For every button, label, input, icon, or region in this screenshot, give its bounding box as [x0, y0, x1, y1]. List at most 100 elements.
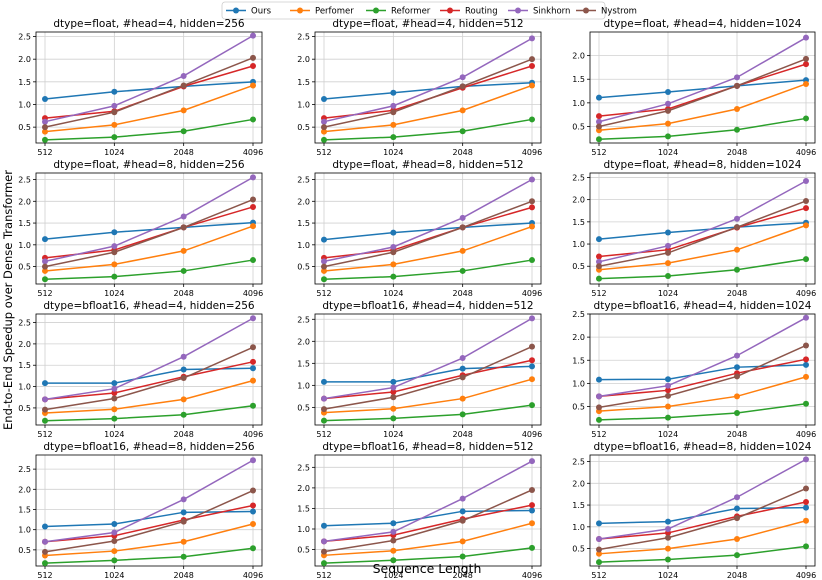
data-point — [529, 82, 535, 89]
data-point — [665, 249, 671, 256]
data-point — [42, 560, 48, 567]
data-point — [596, 236, 602, 243]
x-tick-label: 2048 — [173, 571, 193, 580]
series-line-routing — [323, 359, 533, 400]
data-point — [390, 415, 397, 422]
data-point — [596, 393, 602, 400]
series-line-nystrom — [323, 345, 533, 410]
data-point — [250, 203, 256, 210]
data-point — [665, 545, 671, 552]
data-point — [734, 373, 740, 380]
data-point — [321, 118, 327, 125]
data-point — [180, 247, 187, 254]
series-line-sinkhorn — [44, 317, 254, 401]
series-line-reformer — [323, 404, 533, 422]
x-tick-label: 2048 — [173, 148, 193, 157]
data-point — [321, 538, 327, 545]
subplot: dtype=bfloat16, #head=4, hidden=256 512 10… — [18, 300, 263, 439]
data-point — [111, 261, 118, 268]
series-line-ours — [324, 365, 533, 383]
y-tick-label: 1.5 — [18, 78, 31, 87]
x-tick-label: 4096 — [522, 571, 542, 580]
data-point — [111, 273, 118, 280]
data-point — [596, 123, 602, 130]
data-point — [250, 196, 256, 203]
x-tick-label: 512 — [591, 289, 606, 298]
data-point — [529, 486, 535, 493]
data-point — [180, 353, 187, 360]
series-line-perfomer — [323, 84, 533, 133]
y-tick-label: 2.5 — [297, 33, 310, 42]
data-point — [42, 96, 48, 103]
data-point — [529, 204, 535, 211]
data-point — [459, 365, 466, 372]
y-tick-label: 2.5 — [18, 319, 31, 328]
subplot-title: dtype=bfloat16, #head=4, hidden=512 — [322, 300, 533, 312]
series-line-ours — [44, 81, 254, 100]
data-point — [529, 198, 535, 205]
y-tick-label: 0.5 — [18, 404, 31, 413]
subplot: dtype=bfloat16, #head=8, hidden=1024 512 1… — [572, 441, 816, 580]
data-point — [734, 552, 740, 559]
x-tick-label: 1024 — [104, 289, 124, 298]
subplot: dtype=float, #head=8, hidden=512 512 1024 2… — [297, 159, 542, 298]
y-tick-label: 2.0 — [297, 55, 310, 64]
data-point — [529, 343, 535, 350]
x-tick-label: 512 — [37, 289, 52, 298]
series-line-perfomer — [44, 523, 254, 557]
data-point — [111, 229, 118, 236]
data-point — [250, 402, 256, 409]
data-point — [803, 177, 809, 184]
data-point — [390, 244, 397, 250]
y-tick-label: 2.5 — [572, 458, 585, 467]
data-point — [42, 538, 48, 545]
data-point — [596, 118, 602, 125]
subplot-title: dtype=float, #head=4, hidden=256 — [53, 18, 245, 30]
data-point — [390, 89, 397, 96]
x-tick-label: 4096 — [796, 571, 816, 580]
data-point — [180, 72, 187, 79]
legend: Ours Perfomer Reformer Routing Sinkhorn Nystr… — [221, 1, 637, 20]
data-point — [180, 538, 187, 545]
data-point — [665, 107, 671, 114]
data-point — [250, 174, 256, 181]
y-tick-label: 0.5 — [297, 403, 310, 412]
series-line-reformer — [44, 405, 254, 422]
data-point — [665, 100, 671, 107]
series-line-perfomer — [598, 376, 807, 412]
y-tick-label: 2.0 — [572, 333, 585, 342]
plot-frame — [589, 313, 816, 426]
plot-frame — [589, 31, 816, 144]
data-point — [42, 118, 48, 125]
y-tick-label: 2.5 — [18, 465, 31, 474]
subplot-title: dtype=float, #head=8, hidden=512 — [332, 159, 523, 171]
data-point — [803, 205, 809, 212]
data-point — [390, 378, 397, 385]
x-tick-label: 4096 — [522, 289, 542, 298]
y-tick-label: 2.0 — [18, 197, 31, 206]
data-point — [250, 54, 256, 61]
data-point — [529, 458, 535, 465]
x-tick-label: 2048 — [452, 289, 472, 298]
subplot: dtype=bfloat16, #head=4, hidden=1024 512 1… — [572, 300, 816, 439]
data-point — [529, 35, 535, 42]
data-point — [665, 229, 671, 236]
data-point — [596, 559, 602, 566]
series-line-perfomer — [323, 378, 533, 414]
data-point — [734, 224, 740, 231]
series-line-nystrom — [598, 58, 807, 128]
series-line-perfomer — [44, 225, 254, 272]
data-point — [734, 246, 740, 253]
y-tick-label: 2.5 — [18, 33, 31, 42]
y-tick-label: 1.0 — [572, 99, 585, 108]
data-point — [734, 364, 740, 371]
series-line-ours — [323, 81, 533, 100]
series-line-reformer — [44, 547, 254, 564]
data-point — [803, 456, 809, 463]
data-point — [734, 266, 740, 273]
y-tick-label: 1.0 — [297, 100, 310, 109]
y-tick-label: 1.5 — [572, 218, 585, 227]
data-point — [250, 32, 256, 39]
series-line-reformer — [598, 258, 807, 280]
data-point — [596, 136, 602, 143]
